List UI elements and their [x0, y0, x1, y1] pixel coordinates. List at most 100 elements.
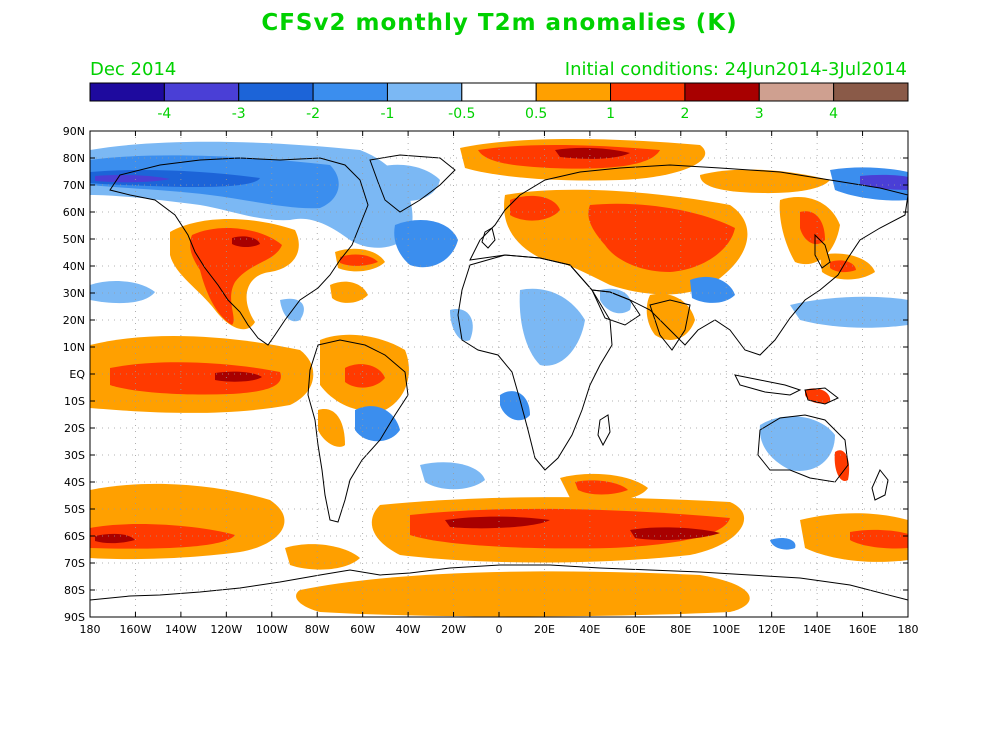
gridlines: [90, 131, 908, 617]
longitude-label: 140E: [803, 623, 831, 636]
legend-label: 3: [755, 106, 764, 122]
cool-greenland: [369, 164, 440, 201]
coast-south-america: [307, 339, 409, 523]
warm-scandinavia: [510, 195, 560, 221]
legend-label: -4: [157, 106, 171, 122]
legend-swatch: [535, 82, 612, 102]
legend-label: -0.5: [448, 106, 475, 122]
longitude-label: 20E: [534, 623, 555, 636]
warm-s-pacific-chile: [318, 409, 345, 447]
warm-southern-ocean-e-core: [850, 529, 908, 549]
longitude-label: 60W: [350, 623, 375, 636]
cool-africa-south: [500, 391, 530, 421]
latitude-label: 80S: [64, 584, 85, 597]
warm-anomalies: [90, 139, 908, 617]
longitude-label: 180: [80, 623, 101, 636]
coast-greenland: [369, 154, 456, 213]
warm-southern-ocean-peak-c: [445, 516, 550, 529]
longitude-labels: 180 160W 140W 120W 100W 80W 60W 40W 20W 0 20E 40E 60…: [80, 623, 919, 636]
warm-western-na: [190, 227, 282, 325]
warm-atlantic-30n: [330, 281, 368, 303]
legend-label: -3: [232, 106, 246, 122]
longitude-label: 40W: [396, 623, 421, 636]
legend-swatch: [684, 82, 760, 102]
cool-tibet: [690, 276, 735, 303]
legend-label: -2: [306, 106, 320, 122]
legend-label: 1: [606, 106, 615, 122]
warm-southern-ocean-peak-e: [630, 527, 720, 541]
longitude-label: 80W: [305, 623, 330, 636]
longitude-label: 140W: [165, 623, 197, 636]
cool-ne-pacific-30n: [90, 280, 155, 304]
coast-north-america: [109, 157, 369, 346]
latitude-label: 70S: [64, 557, 85, 570]
warm-pacific-peak: [215, 371, 262, 382]
warm-weddell: [285, 544, 360, 570]
warm-amazon-core: [345, 364, 385, 388]
cool-central-africa: [519, 288, 585, 366]
warm-antarctica: [296, 571, 750, 617]
cool-anomalies: [90, 141, 908, 550]
coast-indonesia: [734, 374, 802, 396]
cool-australia: [759, 416, 835, 471]
legend-swatch: [238, 82, 314, 102]
legend-swatch: [461, 82, 537, 102]
warm-us-east-core: [340, 254, 378, 266]
legend-label: 4: [829, 106, 838, 122]
latitude-label: 10N: [63, 341, 85, 354]
coast-arabia: [591, 289, 641, 326]
latitude-label: 30S: [64, 449, 85, 462]
latitude-label: 50S: [64, 503, 85, 516]
warm-japan-core: [800, 211, 825, 245]
longitude-label: 20W: [441, 623, 466, 636]
longitude-label: 80E: [670, 623, 691, 636]
coast-eurasia: [469, 164, 909, 356]
coast-japan: [814, 233, 831, 269]
latitude-label: 20S: [64, 422, 85, 435]
warm-south-atlantic-core: [575, 480, 628, 495]
forecast-month: Dec 2014: [90, 59, 177, 80]
cool-arctic-canada-deep: [90, 170, 260, 188]
legend-swatch: [610, 82, 686, 102]
legend-swatch: [312, 82, 388, 102]
coast-india: [649, 299, 691, 351]
latitude-label: 60S: [64, 530, 85, 543]
latitude-label: 90N: [63, 125, 85, 138]
cool-south-pacific: [770, 537, 796, 550]
legend-swatch: [386, 82, 463, 102]
warm-arctic-east: [700, 169, 830, 194]
cool-nw-pacific-20n: [790, 296, 908, 328]
latitude-label: 50N: [63, 233, 85, 246]
legend-swatch: [758, 82, 835, 102]
warm-new-guinea: [805, 388, 831, 404]
latitude-label: 30N: [63, 287, 85, 300]
latitude-label: EQ: [69, 368, 85, 381]
initial-conditions: Initial conditions: 24Jun2014-3Jul2014: [564, 59, 907, 80]
warm-pacific-core: [110, 362, 281, 395]
warm-australia-east: [834, 450, 850, 481]
cool-arabian: [600, 288, 631, 314]
map-panel: [89, 130, 909, 618]
longitude-label: 160W: [120, 623, 152, 636]
latitude-label: 20N: [63, 314, 85, 327]
longitude-label: 120E: [758, 623, 786, 636]
warm-eurasia-core: [588, 203, 735, 272]
map-title: CFSv2 monthly T2m anomalies (K): [261, 10, 738, 36]
warm-southern-ocean-peak-w: [95, 533, 135, 544]
latitude-label: 10S: [64, 395, 85, 408]
cool-tropical-atlantic: [450, 309, 473, 341]
legend-swatch: [833, 82, 909, 102]
coast-new-zealand: [871, 469, 889, 501]
longitude-label: 0: [496, 623, 503, 636]
coastlines: [89, 154, 909, 601]
legend-label: 2: [680, 106, 689, 122]
latitude-label: 60N: [63, 206, 85, 219]
latitude-label: 80N: [63, 152, 85, 165]
longitude-label: 100E: [712, 623, 740, 636]
warm-arctic-peak: [555, 147, 630, 159]
coast-uk: [481, 227, 496, 249]
axis-ticks: [89, 130, 909, 618]
cool-brazil: [355, 406, 400, 442]
warm-india: [646, 293, 695, 340]
cool-arctic-canada-core: [95, 175, 170, 183]
